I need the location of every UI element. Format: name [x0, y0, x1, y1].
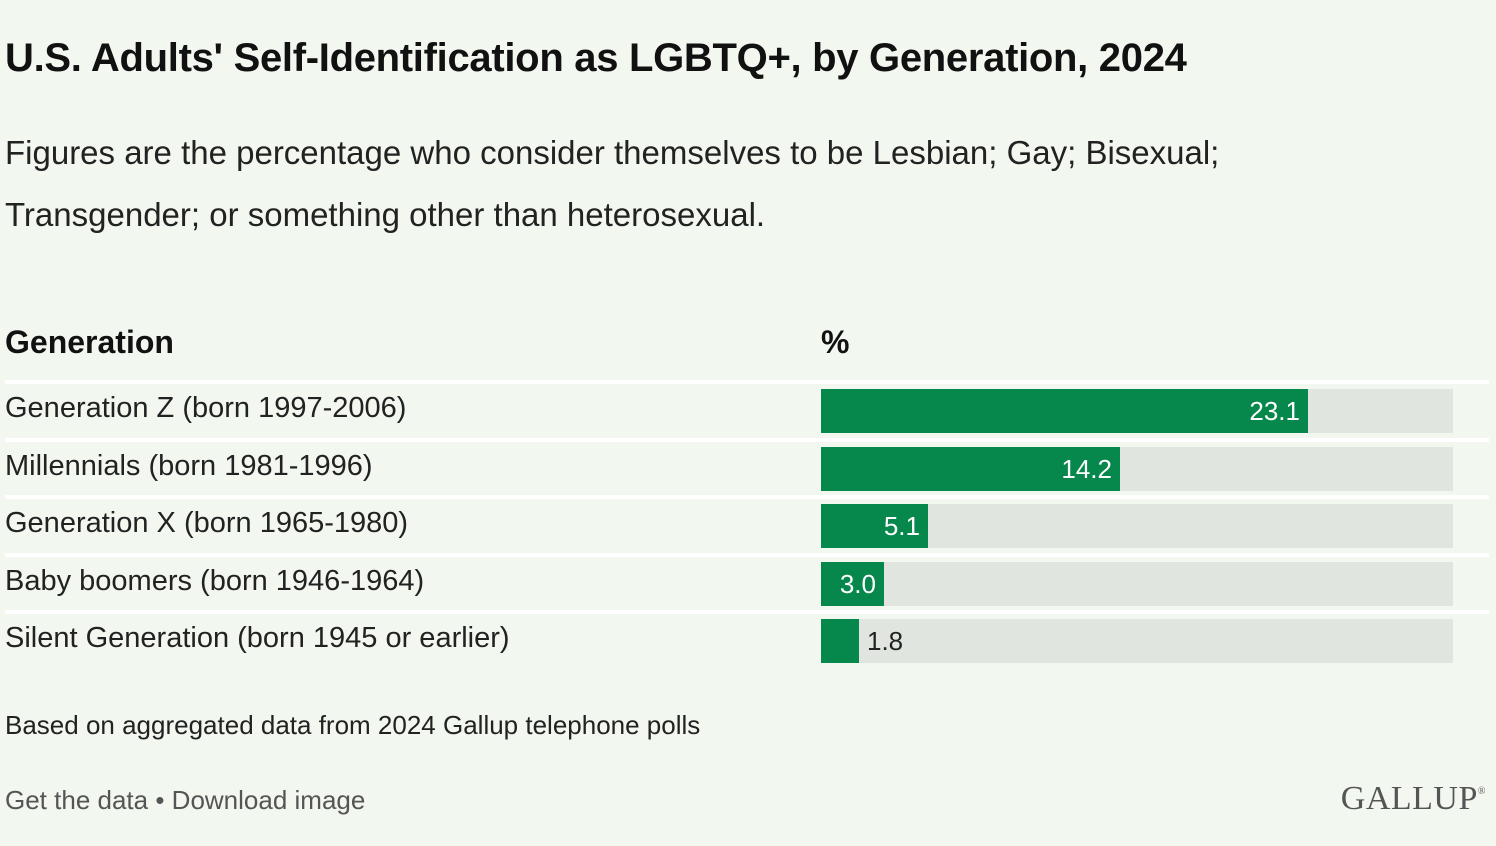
- get-data-link[interactable]: Get the data: [5, 785, 149, 815]
- bar-track: 23.1: [821, 389, 1453, 433]
- bar: [821, 389, 1308, 433]
- column-header-percent: %: [821, 324, 850, 360]
- bar: [821, 504, 928, 548]
- bar-track: 1.8: [821, 619, 1453, 663]
- category-label: Generation Z (born 1997-2006): [5, 392, 407, 424]
- column-header-generation: Generation: [5, 324, 174, 360]
- bar: [821, 446, 1120, 491]
- category-label: Silent Generation (born 1945 or earlier): [5, 622, 510, 654]
- category-label: Millennials (born 1981-1996): [5, 449, 373, 482]
- logo-text: GALLUP: [1340, 780, 1478, 817]
- footer-links: Get the data • Download image: [5, 785, 365, 816]
- bar: [821, 619, 859, 663]
- row-divider: [5, 610, 1489, 614]
- row-divider: [5, 437, 1489, 442]
- bar-track: 5.1: [821, 504, 1453, 548]
- bar-track: 3.0: [821, 561, 1453, 606]
- bar-value-label: 23.1: [1249, 396, 1300, 426]
- category-label: Generation X (born 1965-1980): [5, 507, 409, 539]
- category-label: Baby boomers (born 1946-1964): [5, 564, 425, 597]
- bar-value-label: 1.8: [867, 626, 904, 656]
- row-divider: [5, 552, 1489, 557]
- bar-value-label: 3.0: [839, 568, 876, 599]
- row-divider: [5, 380, 1489, 384]
- registered-mark: ®: [1477, 786, 1486, 797]
- download-image-link[interactable]: Download image: [171, 785, 366, 815]
- bar-track: 14.2: [821, 446, 1453, 491]
- chart-subtitle: Figures are the percentage who consider …: [5, 134, 1220, 233]
- bar-value-label: 14.2: [1061, 453, 1112, 484]
- row-divider: [5, 495, 1489, 499]
- bar-value-label: 5.1: [883, 511, 920, 541]
- source-note: Based on aggregated data from 2024 Gallu…: [5, 710, 701, 740]
- link-separator: •: [148, 785, 172, 815]
- chart-title: U.S. Adults' Self-Identification as LGBT…: [5, 36, 1187, 80]
- gallup-logo: GALLUP®: [1341, 780, 1486, 818]
- bar: [821, 561, 884, 606]
